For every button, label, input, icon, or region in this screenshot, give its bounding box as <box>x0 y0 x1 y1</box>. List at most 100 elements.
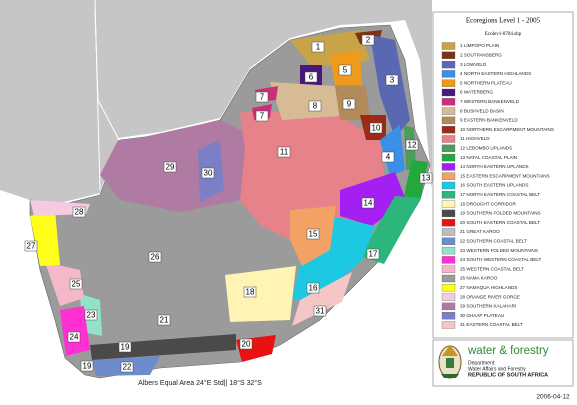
region-label: 29 <box>166 163 175 172</box>
legend-label: 9 EASTERN BANKENVELD <box>460 118 518 123</box>
region-label-box <box>277 146 291 158</box>
region-label: 19 <box>83 362 92 371</box>
region-label: 11 <box>280 148 289 157</box>
region <box>380 125 405 176</box>
region-label-box <box>304 71 318 83</box>
legend-label: 7 WESTERN BANKENVELD <box>460 99 520 104</box>
region-label: 5 <box>343 66 348 75</box>
region-label-box <box>69 278 83 290</box>
region-label-box <box>306 228 320 240</box>
legend-label: 12 LEBOMBO UPLANDS <box>460 146 512 151</box>
region-label: 8 <box>313 102 318 111</box>
region <box>60 306 90 356</box>
legend-swatch <box>441 70 456 78</box>
legend-label: 26 NAMA KAROO <box>460 276 498 281</box>
legend-swatch <box>441 172 456 180</box>
region-label: 12 <box>408 141 417 150</box>
region-label: 4 <box>386 153 391 162</box>
region-label-box <box>369 122 383 134</box>
legend-swatch <box>441 144 456 152</box>
legend-label: 4 NORTH EASTERN HIGHLANDS <box>460 71 531 76</box>
legend-label: 24 SOUTH WESTERN COASTAL BELT <box>460 257 542 262</box>
region <box>225 266 296 322</box>
region-label-box <box>366 248 380 260</box>
region-label-box <box>118 341 132 353</box>
legend-swatch <box>441 302 456 311</box>
legend-label: 11 HIGHVELD <box>460 136 490 141</box>
region-label-box <box>80 360 94 372</box>
region <box>90 334 236 360</box>
date: 2006-04-12 <box>536 394 570 401</box>
legend-swatch <box>441 107 456 115</box>
region-label-box <box>201 167 215 179</box>
legend-label: 16 SOUTH EASTERN UPLANDS <box>460 183 528 188</box>
logo-line: Department: <box>468 360 496 366</box>
region-label: 31 <box>316 307 325 316</box>
region-label: 7 <box>260 112 265 121</box>
legend-swatch <box>441 51 456 59</box>
region-label-box <box>381 151 395 163</box>
legend-label: 28 ORANGE RIVER GORGE <box>460 294 520 299</box>
legend-swatch <box>441 153 456 162</box>
legend-swatch <box>441 209 456 218</box>
region-label: 18 <box>246 288 255 297</box>
region-label: 30 <box>204 169 213 178</box>
region-label-box <box>255 91 269 103</box>
region-label: 26 <box>151 253 160 262</box>
legend-swatch <box>441 246 456 255</box>
region-label: 27 <box>27 242 36 251</box>
legend-swatch <box>441 88 456 97</box>
region-label-box <box>239 338 253 350</box>
legend-swatch <box>441 265 456 273</box>
region <box>292 216 375 300</box>
region-label: 7 <box>260 93 265 102</box>
legend-swatch <box>441 191 456 199</box>
region-label-box <box>419 172 433 184</box>
legend-label: 22 SOUTHERN COASTAL BELT <box>460 239 527 244</box>
region-label: 10 <box>372 124 381 133</box>
region <box>370 35 410 138</box>
legend-label: 13 NATAL COASTAL PLAIN <box>460 155 517 160</box>
region-label: 25 <box>72 280 81 289</box>
region-label-box <box>84 309 98 321</box>
region-label-box <box>313 305 327 317</box>
region-label-box <box>243 286 257 298</box>
legend-label: 18 DROUGHT CORRIDOR <box>460 201 516 206</box>
legend-swatch <box>441 60 456 69</box>
legend-label: 10 NORTHERN ESCARPMENT MOUNTAINS <box>460 127 554 132</box>
region <box>45 262 84 306</box>
legend-label: 20 SOUTH EASTERN COASTAL BELT <box>460 220 540 225</box>
region-label: 3 <box>390 76 395 85</box>
region <box>270 82 340 120</box>
neighbour-countries <box>0 0 432 203</box>
region-label-box <box>342 98 356 110</box>
region-label: 17 <box>369 250 378 259</box>
region-label: 16 <box>309 284 318 293</box>
region-label-box <box>148 251 162 263</box>
region-label: 20 <box>242 340 251 349</box>
region-label: 15 <box>309 230 318 239</box>
legend-swatch <box>441 274 456 283</box>
legend-swatch <box>441 98 456 106</box>
legend-swatch <box>441 181 456 190</box>
region-label: 9 <box>347 100 352 109</box>
region <box>404 160 428 200</box>
region-label-box <box>163 161 177 173</box>
legend-swatch <box>441 219 456 227</box>
region-label: 23 <box>87 311 96 320</box>
legend-title: Ecoregions Level 1 - 2005 <box>466 17 541 25</box>
region-label-box <box>24 240 38 252</box>
legend-label: 3 LOWVELD <box>460 62 487 67</box>
region-label: 6 <box>309 73 314 82</box>
legend-swatch <box>441 256 456 264</box>
legend-swatch <box>441 116 456 125</box>
legend-label: 17 NORTH EASTERN COASTAL BELT <box>460 192 540 197</box>
region-label-box <box>338 64 352 76</box>
region-label-box <box>361 34 375 46</box>
legend-swatch <box>441 42 456 50</box>
legend-label: 29 SOUTHERN KALAHARI <box>460 304 516 309</box>
region-label-box <box>405 139 419 151</box>
legend-swatch <box>441 237 456 245</box>
